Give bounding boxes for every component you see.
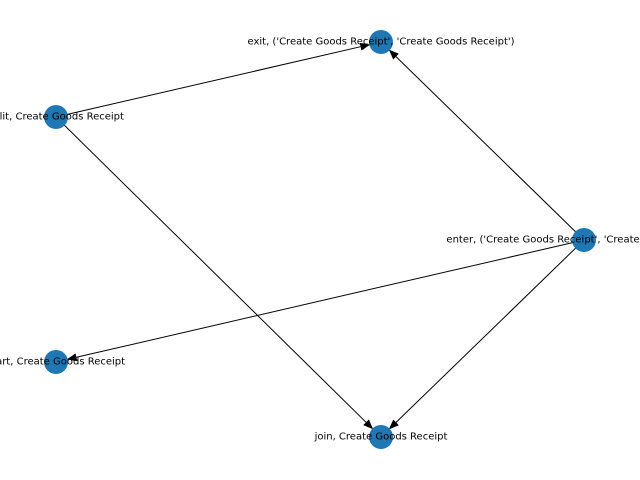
node-join	[369, 425, 393, 449]
edge-enter-to-start	[66, 239, 585, 362]
labels-layer: exit, ('Create Goods Receipt', 'Create G…	[0, 37, 640, 443]
edge-split-to-exit	[55, 42, 371, 118]
edge-split-to-join	[55, 116, 374, 430]
node-enter	[572, 228, 596, 252]
node-split	[44, 105, 68, 129]
node-exit	[369, 30, 393, 54]
edges-layer	[55, 42, 585, 430]
node-label-start: start, Create Goods Receipt	[0, 357, 125, 368]
edge-enter-to-exit	[388, 49, 585, 241]
nodes-layer	[44, 30, 596, 449]
node-label-join: join, Create Goods Receipt	[314, 432, 448, 443]
node-label-enter: enter, ('Create Goods Receipt', 'Create …	[446, 235, 640, 246]
node-label-exit: exit, ('Create Goods Receipt', 'Create G…	[247, 37, 514, 48]
node-start	[44, 350, 68, 374]
edge-enter-to-join	[388, 239, 585, 430]
node-label-split: split, Create Goods Receipt	[0, 112, 124, 123]
